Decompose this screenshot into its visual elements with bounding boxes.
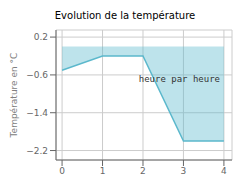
svg-text:−0.6: −0.6 xyxy=(26,70,48,80)
svg-text:−2.2: −2.2 xyxy=(26,146,48,156)
svg-text:2: 2 xyxy=(140,166,146,176)
svg-text:4: 4 xyxy=(221,166,227,176)
svg-text:0: 0 xyxy=(59,166,65,176)
html-text:Evolution de la température: Evolution de la température xyxy=(54,10,196,21)
svg-text:Température en °C: Température en °C xyxy=(9,53,19,139)
svg-text:3: 3 xyxy=(181,166,187,176)
svg-text:−1.4: −1.4 xyxy=(26,108,48,118)
svg-text:0.2: 0.2 xyxy=(34,32,48,42)
svg-text:heure par heure: heure par heure xyxy=(139,74,220,84)
svg-text:1: 1 xyxy=(100,166,106,176)
